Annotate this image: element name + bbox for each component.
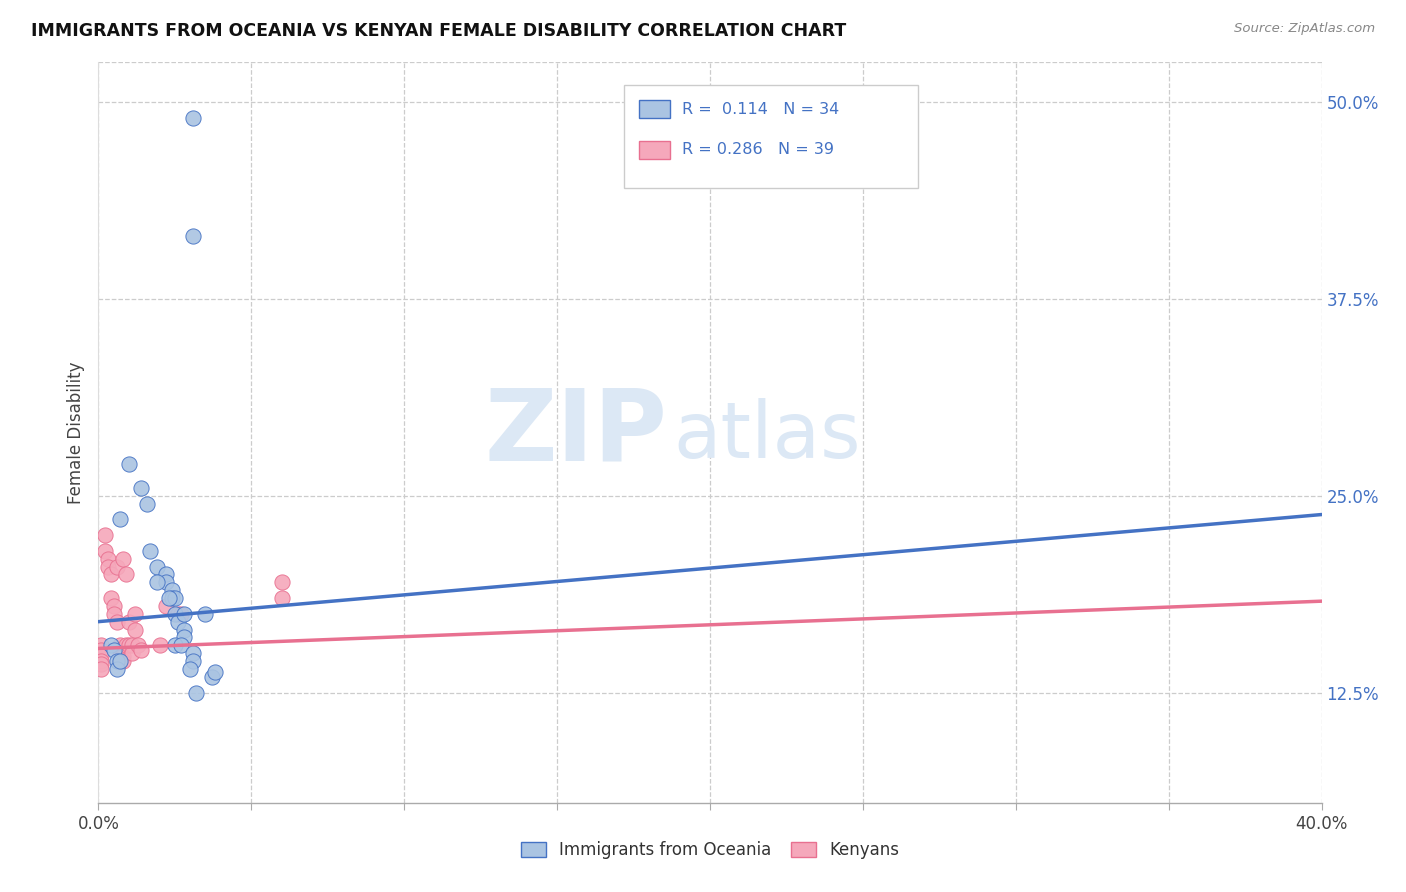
- Point: [108, 654, 131, 668]
- Point: [160, 591, 183, 605]
- Point: [127, 638, 149, 652]
- Point: [173, 607, 195, 621]
- Y-axis label: Female Disability: Female Disability: [66, 361, 84, 504]
- Point: [111, 649, 134, 664]
- Point: [167, 607, 190, 621]
- Point: [108, 654, 131, 668]
- Point: [124, 623, 146, 637]
- Point: [167, 615, 190, 629]
- Point: [181, 654, 204, 668]
- Point: [145, 559, 167, 574]
- Point: [115, 567, 138, 582]
- Point: [105, 615, 128, 629]
- Point: [115, 638, 138, 652]
- Point: [181, 646, 204, 660]
- Text: Source: ZipAtlas.com: Source: ZipAtlas.com: [1234, 22, 1375, 36]
- Point: [170, 638, 193, 652]
- Point: [139, 543, 162, 558]
- Point: [204, 665, 226, 679]
- Point: [105, 662, 128, 676]
- Text: R =  0.114   N = 34: R = 0.114 N = 34: [682, 102, 839, 117]
- Point: [90, 662, 112, 676]
- Point: [149, 638, 172, 652]
- Point: [108, 643, 131, 657]
- Point: [90, 654, 112, 668]
- Point: [100, 567, 122, 582]
- Point: [194, 607, 217, 621]
- Point: [118, 615, 141, 629]
- Point: [108, 649, 131, 664]
- Bar: [640, 141, 669, 159]
- Text: ZIP: ZIP: [484, 384, 668, 481]
- Point: [173, 631, 195, 645]
- Point: [124, 607, 146, 621]
- Point: [270, 575, 292, 590]
- Point: [155, 575, 177, 590]
- Point: [103, 607, 125, 621]
- Point: [136, 496, 159, 510]
- Point: [111, 551, 134, 566]
- Bar: [624, 85, 918, 188]
- Point: [103, 599, 125, 613]
- Point: [90, 657, 112, 672]
- Point: [173, 623, 195, 637]
- Point: [97, 551, 120, 566]
- Point: [200, 670, 222, 684]
- Point: [121, 638, 143, 652]
- Point: [100, 638, 122, 652]
- Point: [90, 649, 112, 664]
- Point: [93, 543, 115, 558]
- Point: [160, 583, 183, 598]
- Point: [105, 559, 128, 574]
- Point: [155, 599, 177, 613]
- Point: [108, 638, 131, 652]
- Point: [90, 643, 112, 657]
- Point: [118, 457, 141, 471]
- Point: [179, 662, 201, 676]
- Point: [108, 512, 131, 526]
- Point: [270, 591, 292, 605]
- Point: [163, 607, 186, 621]
- Point: [93, 528, 115, 542]
- Bar: [640, 101, 669, 118]
- Point: [170, 607, 193, 621]
- Point: [186, 685, 208, 699]
- Point: [163, 591, 186, 605]
- Text: R = 0.286   N = 39: R = 0.286 N = 39: [682, 143, 834, 157]
- Point: [100, 591, 122, 605]
- Text: atlas: atlas: [673, 399, 860, 475]
- Point: [121, 646, 143, 660]
- Legend: Immigrants from Oceania, Kenyans: Immigrants from Oceania, Kenyans: [515, 834, 905, 866]
- Point: [105, 654, 128, 668]
- Point: [129, 481, 152, 495]
- Point: [181, 228, 204, 243]
- Point: [111, 654, 134, 668]
- Point: [97, 559, 120, 574]
- Point: [118, 638, 141, 652]
- Point: [181, 111, 204, 125]
- Point: [155, 567, 177, 582]
- Point: [103, 643, 125, 657]
- Point: [157, 591, 180, 605]
- Point: [163, 638, 186, 652]
- Point: [90, 638, 112, 652]
- Text: IMMIGRANTS FROM OCEANIA VS KENYAN FEMALE DISABILITY CORRELATION CHART: IMMIGRANTS FROM OCEANIA VS KENYAN FEMALE…: [31, 22, 846, 40]
- Point: [129, 643, 152, 657]
- Point: [145, 575, 167, 590]
